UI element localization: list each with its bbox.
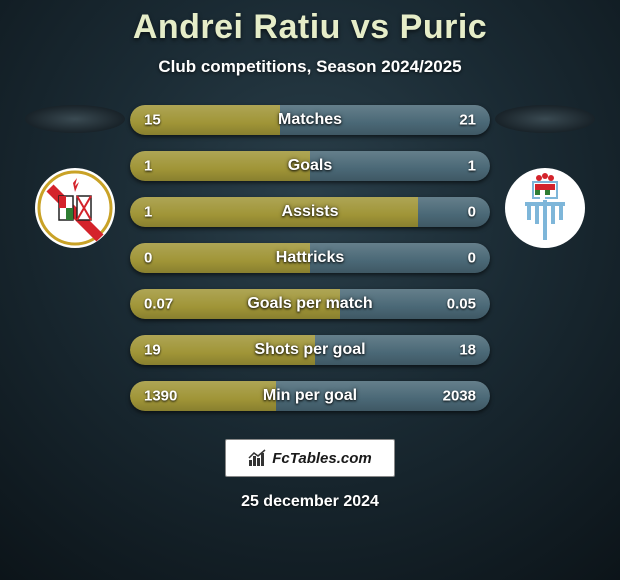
rayo-crest-icon xyxy=(35,168,115,248)
bar-right-fill xyxy=(310,151,490,181)
stat-bar: Goals per match 0.07 0.05 xyxy=(130,289,490,319)
shadow-ellipse-left xyxy=(25,105,125,133)
bar-value-right: 0 xyxy=(468,250,476,267)
left-side-column xyxy=(20,105,130,248)
bar-value-right: 1 xyxy=(468,158,476,175)
stat-bar: Matches 15 21 xyxy=(130,105,490,135)
footer-brand-text: FcTables.com xyxy=(272,450,371,467)
bar-value-right: 0 xyxy=(468,204,476,221)
chart-icon xyxy=(248,448,268,468)
stats-bars-column: Matches 15 21 Goals 1 1 Assists 1 0 Hattricks 0 0 Go… xyxy=(130,105,490,411)
bar-left-fill xyxy=(130,197,418,227)
page-title: Andrei Ratiu vs Puric xyxy=(133,8,487,47)
bar-value-left: 19 xyxy=(144,342,161,359)
bar-value-left: 1 xyxy=(144,204,152,221)
stat-bar: Hattricks 0 0 xyxy=(130,243,490,273)
main-row: Matches 15 21 Goals 1 1 Assists 1 0 Hattricks 0 0 Go… xyxy=(0,105,620,411)
rayo-crest-svg xyxy=(35,168,115,248)
bar-label: Shots per goal xyxy=(254,341,365,359)
date-text: 25 december 2024 xyxy=(241,493,379,511)
bar-value-left: 0.07 xyxy=(144,296,173,313)
bar-right-fill xyxy=(418,197,490,227)
bar-label: Matches xyxy=(278,111,342,129)
content-wrapper: Andrei Ratiu vs Puric Club competitions,… xyxy=(0,0,620,580)
celta-crest-icon xyxy=(505,168,585,248)
bar-value-left: 0 xyxy=(144,250,152,267)
subtitle: Club competitions, Season 2024/2025 xyxy=(158,57,461,77)
bar-label: Goals xyxy=(288,157,332,175)
bar-label: Goals per match xyxy=(247,295,372,313)
bar-value-right: 21 xyxy=(459,112,476,129)
footer-brand-card: FcTables.com xyxy=(225,439,395,477)
bar-value-left: 1390 xyxy=(144,388,177,405)
bar-left-fill xyxy=(130,151,310,181)
stat-bar: Min per goal 1390 2038 xyxy=(130,381,490,411)
bar-label: Hattricks xyxy=(276,249,344,267)
stat-bar: Goals 1 1 xyxy=(130,151,490,181)
bar-value-left: 1 xyxy=(144,158,152,175)
bar-value-left: 15 xyxy=(144,112,161,129)
bar-value-right: 2038 xyxy=(443,388,476,405)
celta-crest-svg xyxy=(505,168,585,248)
shadow-ellipse-right xyxy=(495,105,595,133)
right-side-column xyxy=(490,105,600,248)
bar-value-right: 0.05 xyxy=(447,296,476,313)
stat-bar: Shots per goal 19 18 xyxy=(130,335,490,365)
bar-label: Assists xyxy=(282,203,339,221)
bar-label: Min per goal xyxy=(263,387,357,405)
stat-bar: Assists 1 0 xyxy=(130,197,490,227)
bar-value-right: 18 xyxy=(459,342,476,359)
